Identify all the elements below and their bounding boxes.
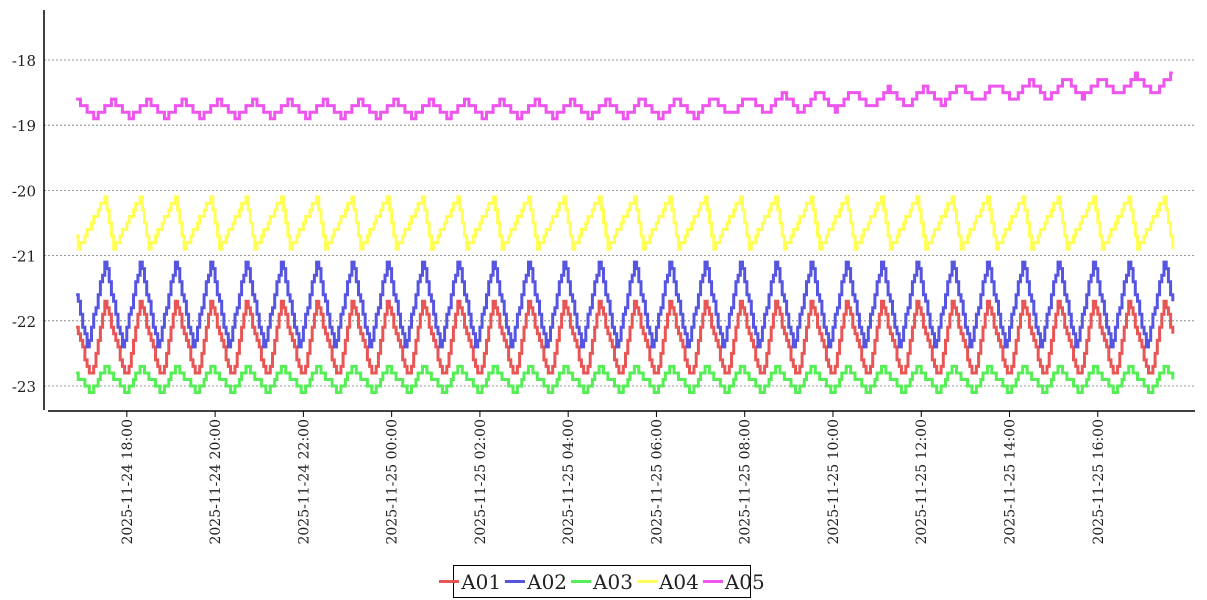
- series-line-a05: [76, 71, 1173, 121]
- axes: [43, 10, 1195, 412]
- y-tick-label: -22: [12, 313, 36, 331]
- legend-swatch: [505, 580, 526, 583]
- chart-legend: A01 A02 A03 A04 A05: [439, 565, 765, 598]
- legend-label: A05: [724, 569, 765, 594]
- y-tick-label: -21: [12, 248, 36, 266]
- x-tick-label: 2025-11-25 08:00: [738, 419, 754, 545]
- legend-item-a03: A03: [571, 570, 633, 594]
- x-tick-label: 2025-11-25 04:00: [561, 419, 577, 545]
- x-tick-label: 2025-11-25 06:00: [649, 419, 665, 545]
- series-layer: [76, 71, 1175, 394]
- legend-item-a04: A04: [636, 569, 699, 594]
- y-axis-ticks: -18 -19 -20 -21 -22 -23: [12, 52, 36, 396]
- legend-item-a01: A01: [439, 570, 501, 594]
- legend-swatch: [439, 580, 460, 583]
- legend-label: A03: [593, 569, 633, 594]
- x-tick-label: 2025-11-25 16:00: [1091, 419, 1107, 545]
- series-line-a03: [76, 364, 1175, 394]
- y-tick-label: -20: [12, 182, 36, 200]
- x-tick-label: 2025-11-25 02:00: [473, 419, 489, 545]
- x-tick-label: 2025-11-24 20:00: [208, 419, 224, 545]
- y-tick-label: -19: [12, 117, 36, 135]
- y-tick-label: -18: [12, 52, 36, 70]
- legend-swatch: [571, 580, 592, 583]
- legend-label: A01: [461, 569, 502, 594]
- legend-swatch: [702, 580, 723, 583]
- series-line-a02: [76, 260, 1175, 349]
- x-tick-label: 2025-11-25 10:00: [826, 419, 842, 545]
- x-tick-label: 2025-11-24 18:00: [120, 419, 136, 545]
- x-tick-label: 2025-11-25 12:00: [914, 419, 930, 545]
- x-tick-label: 2025-11-24 22:00: [296, 419, 312, 545]
- legend-swatch: [636, 580, 657, 583]
- y-tick-label: -23: [12, 378, 36, 396]
- x-axis-ticks: 2025-11-24 18:00 2025-11-24 20:00 2025-11-…: [120, 411, 1107, 545]
- series-line-a01: [76, 299, 1175, 375]
- legend-item-a02: A02: [505, 570, 567, 594]
- legend-label: A02: [527, 569, 568, 594]
- legend-label: A04: [658, 569, 699, 594]
- x-tick-label: 2025-11-25 00:00: [385, 419, 401, 545]
- x-tick-label: 2025-11-25 14:00: [1003, 419, 1019, 545]
- series-line-a04: [76, 195, 1175, 251]
- legend-item-a05: A05: [702, 569, 765, 594]
